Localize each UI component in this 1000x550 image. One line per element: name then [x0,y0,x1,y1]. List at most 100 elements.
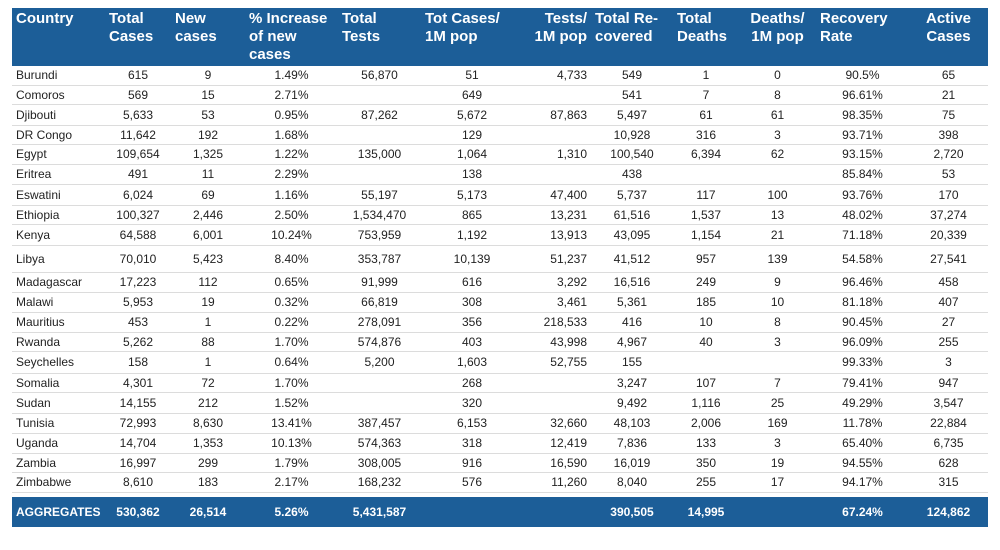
cell-recovery-rate: 85.84% [816,164,909,185]
country-name-cell: Egypt [12,144,105,165]
cell-total-recovered: 16,019 [591,453,673,473]
cell-recovery-rate: 79.41% [816,373,909,393]
cell-recovery-rate: 96.61% [816,85,909,105]
aggregate-total-recovered: 390,505 [591,496,673,527]
cell-total-cases: 72,993 [105,413,171,434]
cell-active-cases: 75 [909,104,988,126]
country-name-cell: Malawi [12,292,105,313]
cell-new-cases: 1 [171,312,245,333]
aggregate-recovery-rate: 67.24% [816,496,909,527]
aggregate-total-tests: 5,431,587 [338,496,421,527]
cell-pct-increase: 1.79% [245,453,338,473]
cell-pct-increase: 1.22% [245,144,338,165]
cell-pct-increase: 13.41% [245,413,338,434]
cell-total-recovered: 7,836 [591,433,673,454]
cell-total-cases: 491 [105,164,171,185]
cell-recovery-rate: 81.18% [816,292,909,313]
cell-deaths-per-1m [739,351,816,374]
cell-recovery-rate: 93.71% [816,125,909,145]
cell-deaths-per-1m [739,164,816,185]
spacer-row [12,492,988,497]
cell-active-cases: 255 [909,332,988,352]
table-row: DR Congo 11,642 192 1.68% 129 10,928 316 3 93.71… [12,125,988,145]
cell-new-cases: 1,353 [171,433,245,454]
aggregate-cases-per-1m [421,496,523,527]
column-header-recovery-rate: Recovery Rate [816,8,909,66]
cell-tests-per-1m [523,125,591,145]
cell-new-cases: 19 [171,292,245,313]
cell-total-recovered: 3,247 [591,373,673,393]
cell-pct-increase: 1.52% [245,392,338,414]
cell-total-tests [338,125,421,145]
cell-active-cases: 21 [909,85,988,105]
cell-pct-increase: 2.50% [245,205,338,225]
cell-cases-per-1m: 1,064 [421,144,523,165]
country-name-cell: Somalia [12,373,105,393]
cell-active-cases: 27,541 [909,245,988,273]
cell-cases-per-1m: 6,153 [421,413,523,434]
country-name-cell: Ethiopia [12,205,105,225]
table-row: Mauritius 453 1 0.22% 278,091 356 218,533 416 10… [12,312,988,333]
table-row: Rwanda 5,262 88 1.70% 574,876 403 43,998 4,967 4… [12,332,988,352]
cell-cases-per-1m: 318 [421,433,523,454]
cell-active-cases: 22,884 [909,413,988,434]
cell-total-tests: 574,876 [338,332,421,352]
table-row: Djibouti 5,633 53 0.95% 87,262 5,672 87,863 5,4… [12,104,988,126]
cell-new-cases: 72 [171,373,245,393]
cell-deaths-per-1m: 7 [739,373,816,393]
cell-active-cases: 947 [909,373,988,393]
cell-recovery-rate: 93.76% [816,184,909,206]
cell-deaths-per-1m: 19 [739,453,816,473]
cell-total-deaths: 107 [673,373,739,393]
table-row: Eritrea 491 11 2.29% 138 438 85.84% 53 [12,164,988,185]
cell-active-cases: 65 [909,66,988,86]
cell-total-recovered: 438 [591,164,673,185]
cell-total-deaths: 350 [673,453,739,473]
cell-pct-increase: 8.40% [245,245,338,273]
cell-cases-per-1m: 268 [421,373,523,393]
cell-total-recovered: 4,967 [591,332,673,352]
cell-cases-per-1m: 129 [421,125,523,145]
cell-total-deaths: 255 [673,472,739,493]
cell-cases-per-1m: 356 [421,312,523,333]
cell-cases-per-1m: 10,139 [421,245,523,273]
cell-deaths-per-1m: 25 [739,392,816,414]
cell-pct-increase: 2.71% [245,85,338,105]
cell-total-tests: 91,999 [338,272,421,293]
cell-new-cases: 53 [171,104,245,126]
cell-pct-increase: 1.70% [245,373,338,393]
covid-data-table: Country Total Cases New cases% Increase of ne… [12,8,988,527]
country-name-cell: Djibouti [12,104,105,126]
cell-total-recovered: 5,737 [591,184,673,206]
cell-tests-per-1m: 12,419 [523,433,591,454]
cell-total-tests [338,392,421,414]
cell-cases-per-1m: 916 [421,453,523,473]
cell-deaths-per-1m: 169 [739,413,816,434]
cell-tests-per-1m: 11,260 [523,472,591,493]
cell-new-cases: 11 [171,164,245,185]
column-header-cases-per-1m: Tot Cases/1M pop [421,8,523,66]
table-header: Country Total Cases New cases% Increase of ne… [12,8,988,66]
cell-total-deaths: 7 [673,85,739,105]
cell-total-recovered: 5,361 [591,292,673,313]
aggregate-deaths-per-1m [739,496,816,527]
cell-recovery-rate: 94.17% [816,472,909,493]
cell-new-cases: 88 [171,332,245,352]
cell-pct-increase: 0.32% [245,292,338,313]
cell-total-cases: 100,327 [105,205,171,225]
cell-total-deaths: 1 [673,66,739,86]
aggregate-pct-increase: 5.26% [245,496,338,527]
cell-total-deaths: 185 [673,292,739,313]
cell-total-deaths: 133 [673,433,739,454]
cell-total-tests: 308,005 [338,453,421,473]
cell-total-tests: 168,232 [338,472,421,493]
cell-total-deaths: 6,394 [673,144,739,165]
country-name-cell: Eritrea [12,164,105,185]
cell-tests-per-1m [523,164,591,185]
cell-recovery-rate: 90.45% [816,312,909,333]
cell-total-recovered: 48,103 [591,413,673,434]
cell-total-cases: 6,024 [105,184,171,206]
cell-active-cases: 53 [909,164,988,185]
cell-pct-increase: 0.64% [245,351,338,374]
cell-total-recovered: 541 [591,85,673,105]
